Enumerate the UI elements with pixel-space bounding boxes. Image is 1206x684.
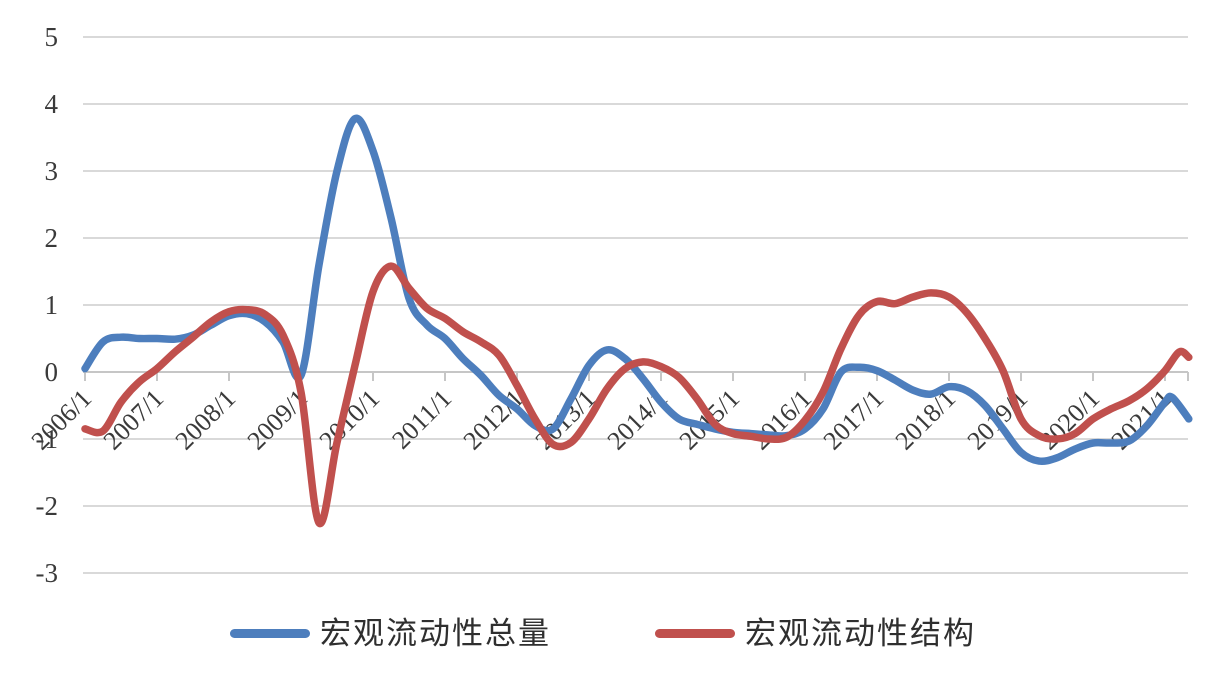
svg-text:4: 4 (45, 89, 59, 119)
legend-swatch-structure (655, 629, 735, 638)
chart-legend: 宏观流动性总量 宏观流动性结构 (0, 618, 1206, 649)
svg-text:5: 5 (45, 22, 59, 52)
series-line-total (81, 114, 1193, 466)
legend-item-structure: 宏观流动性结构 (655, 618, 976, 649)
svg-text:3: 3 (45, 156, 59, 186)
svg-text:2008/1: 2008/1 (170, 384, 242, 456)
y-axis-labels: 5 4 3 2 1 0 -1 -2 -3 (36, 22, 59, 588)
gridlines (83, 36, 1188, 574)
svg-text:0: 0 (45, 357, 59, 387)
svg-text:1: 1 (45, 290, 59, 320)
svg-text:-2: -2 (36, 491, 59, 521)
legend-label-structure: 宏观流动性结构 (745, 616, 976, 651)
svg-text:-3: -3 (36, 558, 59, 588)
legend-item-total: 宏观流动性总量 (230, 618, 551, 649)
svg-text:2014/1: 2014/1 (602, 384, 674, 456)
legend-swatch-total (230, 629, 310, 638)
legend-label-total: 宏观流动性总量 (320, 616, 551, 651)
series-line-structure (81, 262, 1193, 528)
svg-text:2011/1: 2011/1 (386, 384, 457, 455)
svg-text:-1: -1 (36, 424, 59, 454)
svg-text:2006/1: 2006/1 (26, 384, 98, 456)
svg-text:2: 2 (45, 223, 59, 253)
